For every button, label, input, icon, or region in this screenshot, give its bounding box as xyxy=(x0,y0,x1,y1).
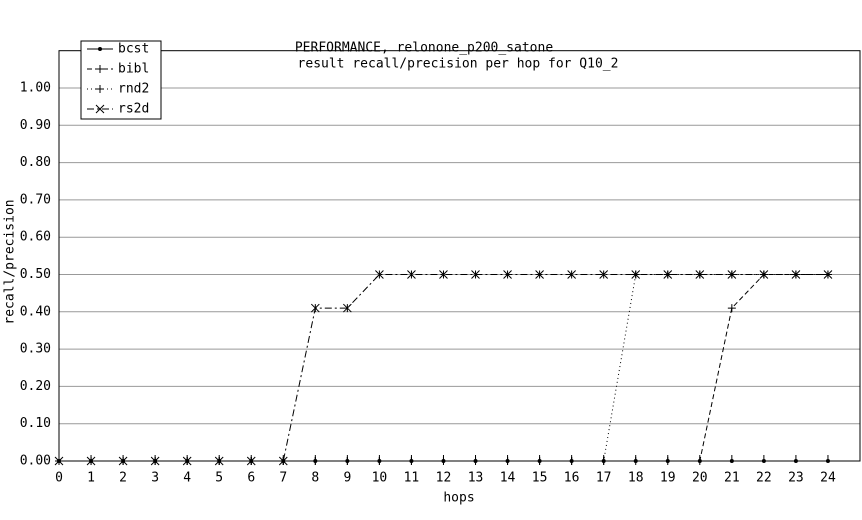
point xyxy=(729,459,734,463)
point xyxy=(663,457,672,465)
x-tick-label: 20 xyxy=(692,471,708,486)
point xyxy=(375,457,384,465)
point xyxy=(823,270,833,279)
point xyxy=(793,459,798,463)
legend-label: bcst xyxy=(118,42,149,57)
x-tick-label: 7 xyxy=(279,471,287,486)
x-axis-label: hops xyxy=(443,491,474,506)
point xyxy=(567,270,576,279)
point xyxy=(503,457,512,465)
x-tick-label: 23 xyxy=(788,471,804,486)
legend-marker xyxy=(98,47,102,51)
point xyxy=(471,270,480,279)
y-tick-label: 0.10 xyxy=(20,416,51,431)
x-tick-label: 9 xyxy=(343,471,351,486)
x-tick-label: 15 xyxy=(532,471,548,486)
y-tick-label: 0.50 xyxy=(20,267,51,282)
plot-frame xyxy=(58,50,861,462)
x-tick-label: 10 xyxy=(372,471,388,486)
x-tick-label: 19 xyxy=(660,471,676,486)
y-tick-label: 0.70 xyxy=(20,192,51,207)
x-tick-label: 22 xyxy=(756,471,772,486)
point xyxy=(310,303,320,313)
point xyxy=(86,456,96,466)
point xyxy=(150,456,160,466)
point xyxy=(631,270,641,279)
point xyxy=(695,457,704,465)
y-tick-label: 0.80 xyxy=(20,155,51,170)
y-tick-label: 1.00 xyxy=(20,81,51,96)
x-tick-label: 0 xyxy=(55,471,63,486)
y-axis-label: recall/precision xyxy=(3,199,18,324)
point xyxy=(439,457,448,465)
point xyxy=(727,270,737,279)
point xyxy=(278,456,288,466)
x-tick-label: 17 xyxy=(596,471,612,486)
point xyxy=(791,270,801,279)
point xyxy=(631,457,640,465)
x-tick-label: 14 xyxy=(500,471,516,486)
point xyxy=(535,270,544,279)
legend-marker xyxy=(95,104,105,114)
point xyxy=(503,270,512,279)
point xyxy=(825,459,830,463)
point xyxy=(567,457,576,465)
x-tick-label: 6 xyxy=(247,471,255,486)
x-tick-label: 4 xyxy=(183,471,191,486)
point xyxy=(407,457,416,465)
point xyxy=(118,456,128,466)
y-tick-label: 0.60 xyxy=(20,230,51,245)
y-tick-label: 0.00 xyxy=(20,454,51,469)
point xyxy=(599,270,609,279)
point xyxy=(727,304,736,313)
legend-label: bibl xyxy=(118,62,149,77)
point xyxy=(599,457,608,465)
series-line xyxy=(59,274,828,462)
point xyxy=(407,270,416,279)
y-tick-label: 0.90 xyxy=(20,118,51,133)
point xyxy=(214,456,224,466)
point xyxy=(246,456,256,466)
x-tick-label: 8 xyxy=(311,471,319,486)
point xyxy=(471,457,480,465)
x-tick-label: 12 xyxy=(436,471,452,486)
legend-box xyxy=(80,40,162,120)
y-tick-label: 0.40 xyxy=(20,304,51,319)
point xyxy=(663,270,673,279)
chart-title: PERFORMANCE, relonone_p200_satone xyxy=(295,41,553,56)
point xyxy=(311,457,320,465)
point xyxy=(695,270,705,279)
x-tick-label: 24 xyxy=(820,471,836,486)
legend-marker xyxy=(96,85,104,93)
x-tick-label: 21 xyxy=(724,471,740,486)
x-tick-label: 1 xyxy=(87,471,95,486)
point xyxy=(54,456,64,466)
point xyxy=(535,457,544,465)
legend-marker xyxy=(96,65,104,73)
point xyxy=(439,270,448,279)
point xyxy=(375,270,384,279)
chart-subtitle: result recall/precision per hop for Q10_… xyxy=(298,57,619,72)
series-line xyxy=(59,274,828,462)
x-tick-label: 13 xyxy=(468,471,484,486)
x-tick-label: 16 xyxy=(564,471,580,486)
x-tick-label: 5 xyxy=(215,471,223,486)
legend-label: rs2d xyxy=(118,102,149,117)
series-line xyxy=(59,274,828,462)
y-tick-label: 0.20 xyxy=(20,379,51,394)
legend-label: rnd2 xyxy=(118,82,149,97)
point xyxy=(182,456,192,466)
y-tick-label: 0.30 xyxy=(20,342,51,357)
x-tick-label: 2 xyxy=(119,471,127,486)
x-tick-label: 3 xyxy=(151,471,159,486)
point xyxy=(761,459,766,463)
point xyxy=(759,270,769,279)
x-tick-label: 18 xyxy=(628,471,644,486)
point xyxy=(343,303,352,313)
x-tick-label: 11 xyxy=(404,471,420,486)
point xyxy=(343,457,352,465)
